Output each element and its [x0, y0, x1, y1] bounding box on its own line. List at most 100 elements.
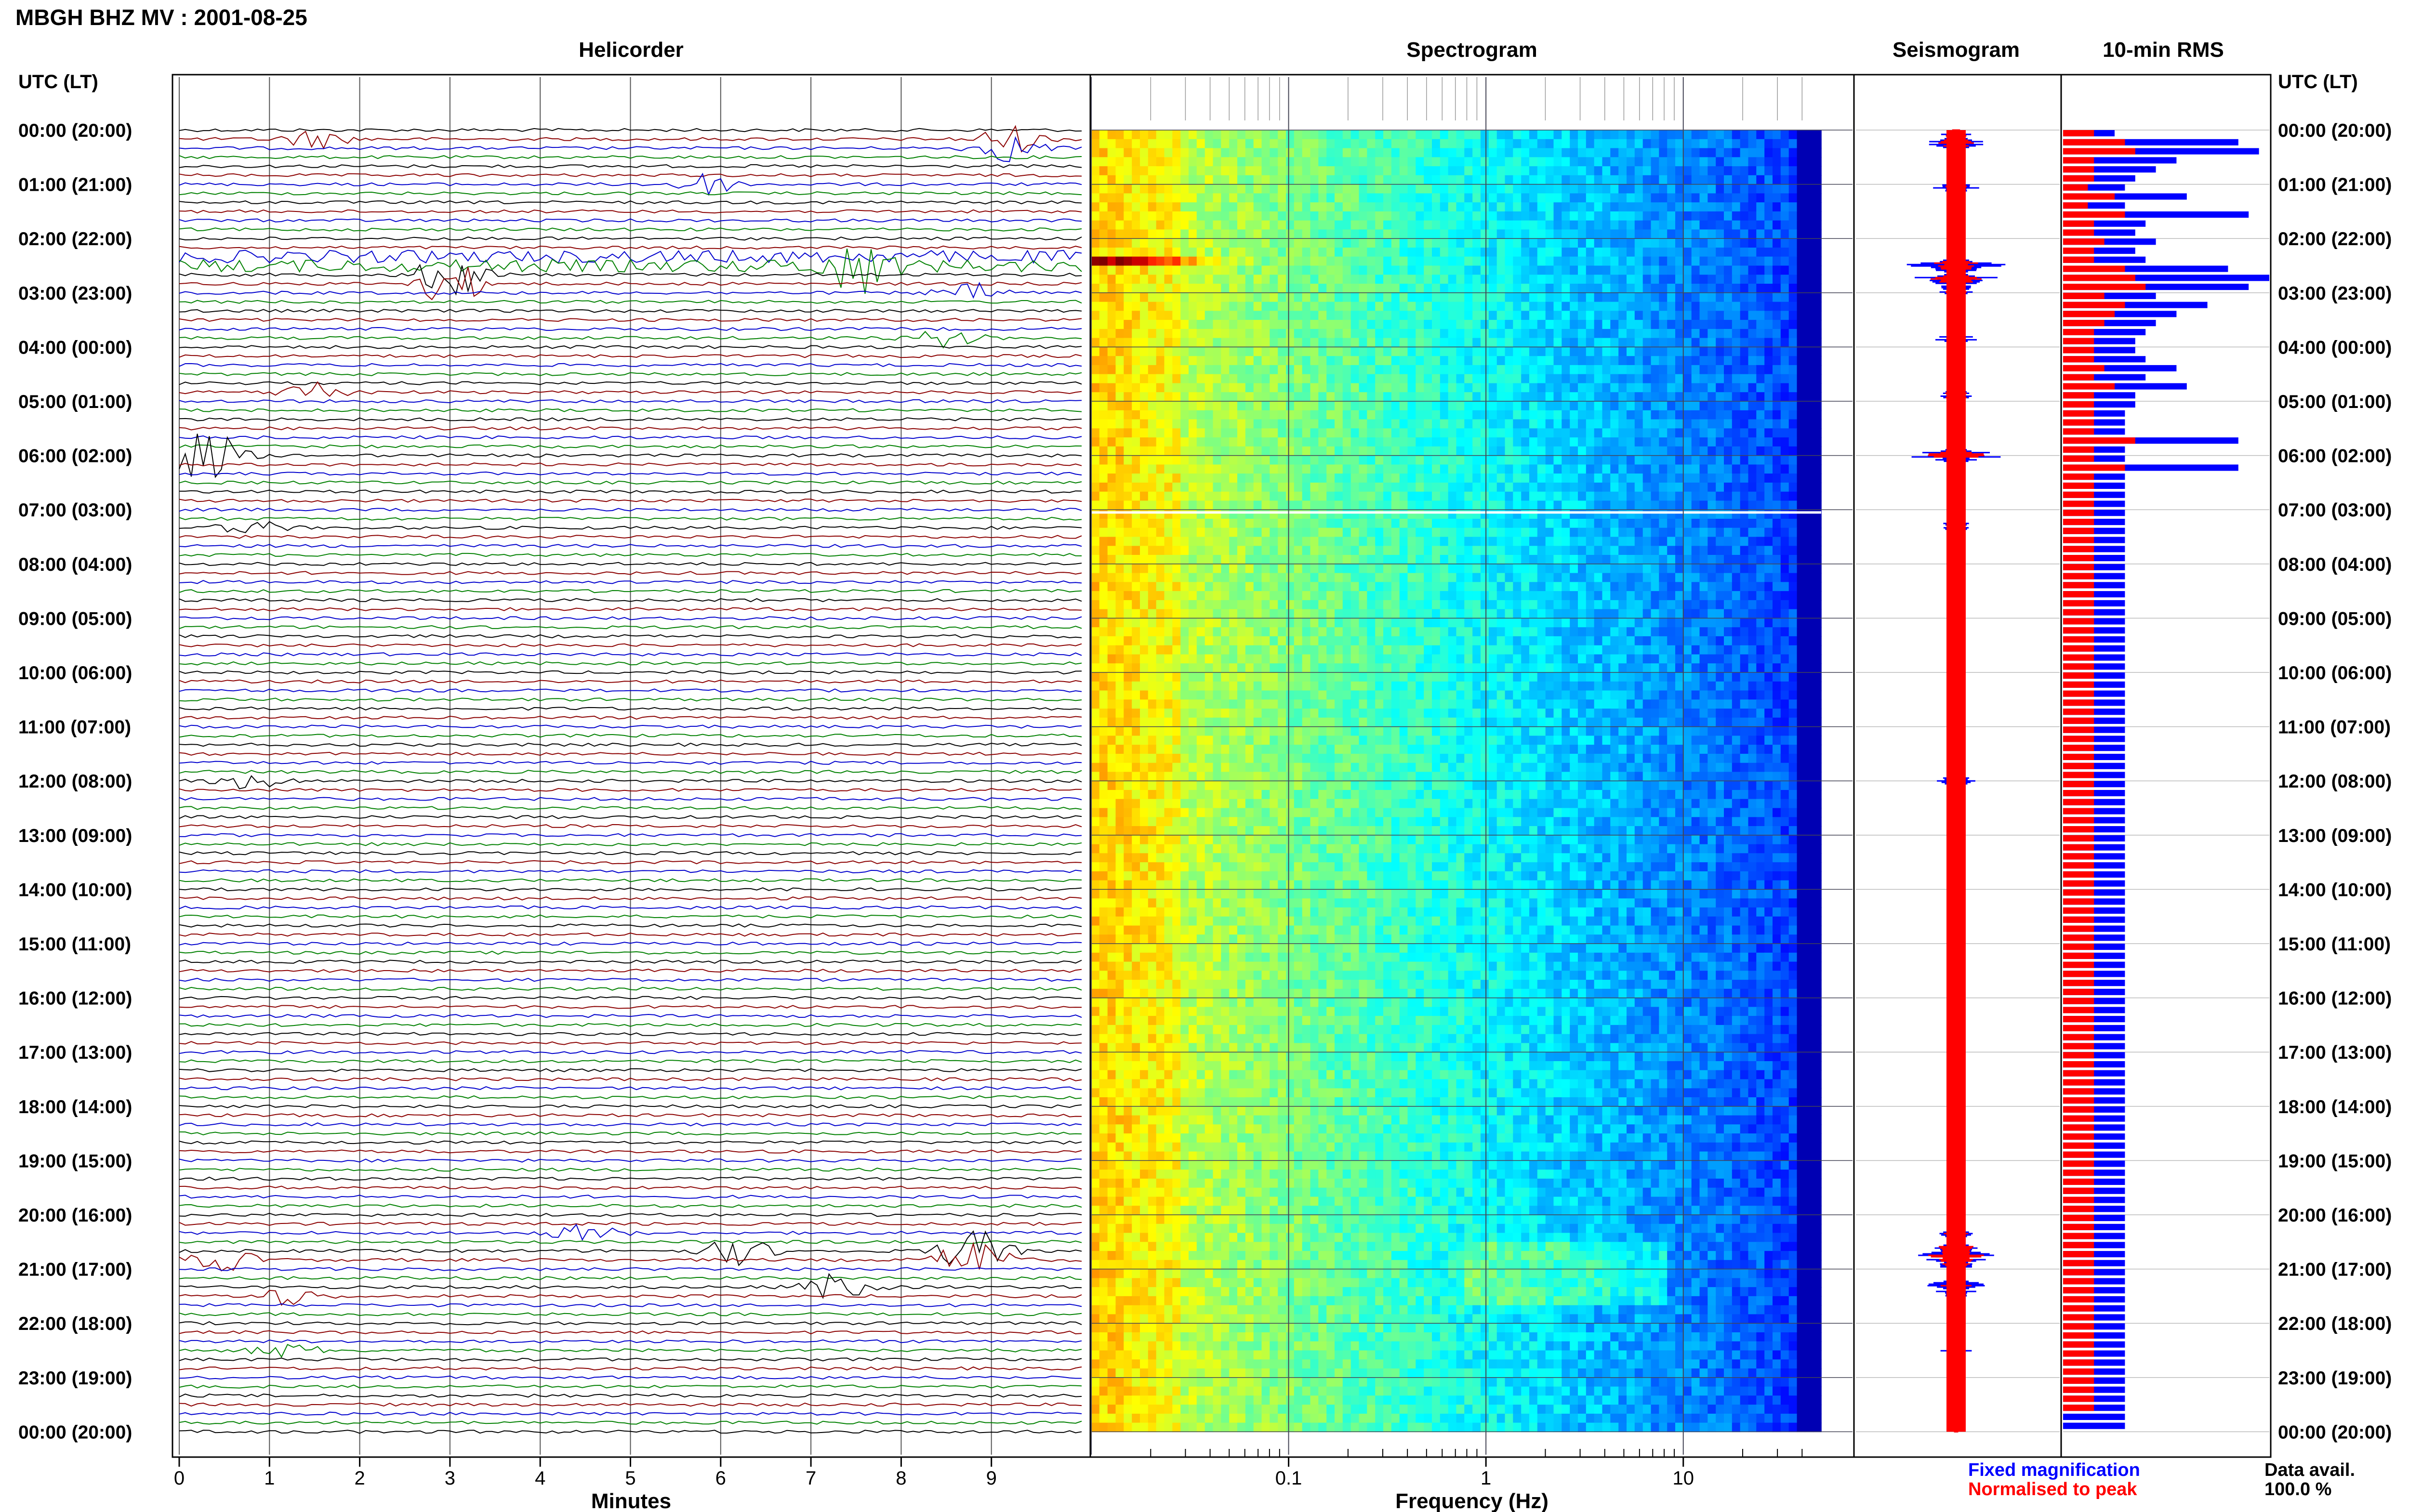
spectrogram-cell [1481, 148, 1489, 158]
spectrogram-cell [1432, 419, 1441, 429]
spectrogram-cell [1683, 401, 1692, 411]
spectrogram-cell [1570, 401, 1578, 411]
spectrogram-cell [1699, 220, 1708, 230]
spectrogram-cell [1359, 600, 1368, 610]
spectrogram-cell [1481, 591, 1489, 601]
spectrogram-cell [1481, 265, 1489, 276]
spectrogram-cell [1091, 157, 1100, 167]
spectrogram-cell [1107, 446, 1116, 456]
spectrogram-cell [1391, 537, 1400, 547]
spectrogram-cell [1651, 555, 1660, 565]
spectrogram-cell [1221, 302, 1230, 312]
spectrogram-cell [1399, 437, 1408, 447]
spectrogram-cell [1562, 510, 1570, 519]
spectrogram-cell [1610, 220, 1619, 230]
spectrogram-cell [1659, 527, 1668, 538]
spectrogram-cell [1375, 275, 1384, 284]
spectrogram-cell [1594, 446, 1603, 456]
spectrogram-cell [1432, 175, 1441, 185]
spectrogram-cell [1610, 356, 1619, 366]
helicorder-trace [179, 1430, 1082, 1434]
spectrogram-cell [1537, 365, 1546, 375]
spectrogram-cell [1432, 130, 1441, 140]
spectrogram-cell [1570, 564, 1578, 574]
spectrogram-cell [1627, 148, 1635, 158]
spectrogram-cell [1099, 347, 1108, 356]
spectrogram-cell [1359, 410, 1368, 420]
spectrogram-cell [1481, 527, 1489, 538]
spectrogram-cell [1359, 193, 1368, 203]
spectrogram-cell [1407, 184, 1416, 194]
spectrogram-cell [1164, 238, 1173, 248]
spectrogram-cell [1740, 446, 1749, 456]
spectrogram-cell [1221, 383, 1230, 393]
spectrogram-cell [1318, 265, 1327, 276]
spectrogram-cell [1553, 419, 1562, 429]
spectrogram-cell [1432, 148, 1441, 158]
spectrogram-cell [1651, 482, 1660, 492]
spectrogram-cell [1367, 564, 1376, 574]
spectrogram-cell [1586, 265, 1595, 276]
spectrogram-cell [1773, 275, 1781, 284]
spectrogram-cell [1691, 292, 1700, 302]
spectrogram-cell [1456, 482, 1465, 492]
spectrogram-cell [1594, 292, 1603, 302]
spectrogram-cell [1537, 473, 1546, 483]
spectrogram-cell [1553, 401, 1562, 411]
helicorder-frame [172, 74, 1091, 1458]
spectrogram-cell [1416, 130, 1424, 140]
spectrogram-cell [1407, 347, 1416, 356]
spectrogram-cell [1496, 256, 1506, 266]
spectrogram-cell [1278, 419, 1286, 429]
spectrogram-cell [1204, 166, 1214, 176]
spectrogram-cell [1756, 527, 1765, 538]
spectrogram-cell [1229, 510, 1238, 519]
spectrogram-cell [1294, 591, 1303, 601]
spectrogram-cell [1602, 374, 1611, 384]
spectrogram-cell [1440, 157, 1449, 167]
spectrogram-cell [1602, 157, 1611, 167]
spectrogram-cell [1375, 311, 1384, 320]
spectrogram-cell [1424, 248, 1432, 257]
spectrogram-cell [1140, 193, 1149, 203]
spectrogram-cell [1699, 374, 1708, 384]
spectrogram-cell [1537, 148, 1546, 158]
spectrogram-cell [1278, 338, 1286, 348]
spectrogram-cell [1350, 148, 1360, 158]
helicorder-trace [179, 1343, 1082, 1358]
spectrogram-cell [1464, 428, 1473, 438]
helicorder-trace [179, 363, 1082, 368]
spectrogram-cell [1699, 482, 1708, 492]
helicorder-trace [179, 317, 1082, 322]
spectrogram-cell [1805, 482, 1813, 492]
spectrogram-cell [1432, 401, 1441, 411]
spectrogram-cell [1764, 410, 1773, 420]
spectrogram-cell [1148, 564, 1157, 574]
spectrogram-cell [1586, 211, 1595, 221]
spectrogram-cell [1594, 248, 1603, 257]
spectrogram-cell [1148, 591, 1157, 601]
spectrogram-cell [1318, 428, 1327, 438]
spectrogram-cell [1562, 202, 1570, 212]
spectrogram-cell [1440, 338, 1449, 348]
spectrogram-cell [1107, 491, 1116, 501]
spectrogram-cell [1683, 284, 1692, 293]
spectrogram-cell [1359, 491, 1368, 501]
spectrogram-cell [1399, 284, 1408, 293]
spectrogram-cell [1529, 302, 1538, 312]
spectrogram-cell [1496, 500, 1506, 510]
spectrogram-cell [1196, 338, 1205, 348]
spectrogram-cell [1610, 265, 1619, 276]
spectrogram-cell [1221, 130, 1230, 140]
spectrogram-cell [1610, 248, 1619, 257]
spectrogram-cell [1350, 482, 1360, 492]
spectrogram-cell [1270, 573, 1278, 583]
spectrogram-cell [1286, 275, 1295, 284]
spectrogram-cell [1124, 139, 1132, 149]
spectrogram-cell [1302, 591, 1311, 601]
spectrogram-cell [1642, 256, 1652, 266]
spectrogram-cell [1270, 139, 1278, 149]
spectrogram-cell [1302, 157, 1311, 167]
spectrogram-cell [1513, 473, 1522, 483]
spectrogram-cell [1367, 573, 1376, 583]
